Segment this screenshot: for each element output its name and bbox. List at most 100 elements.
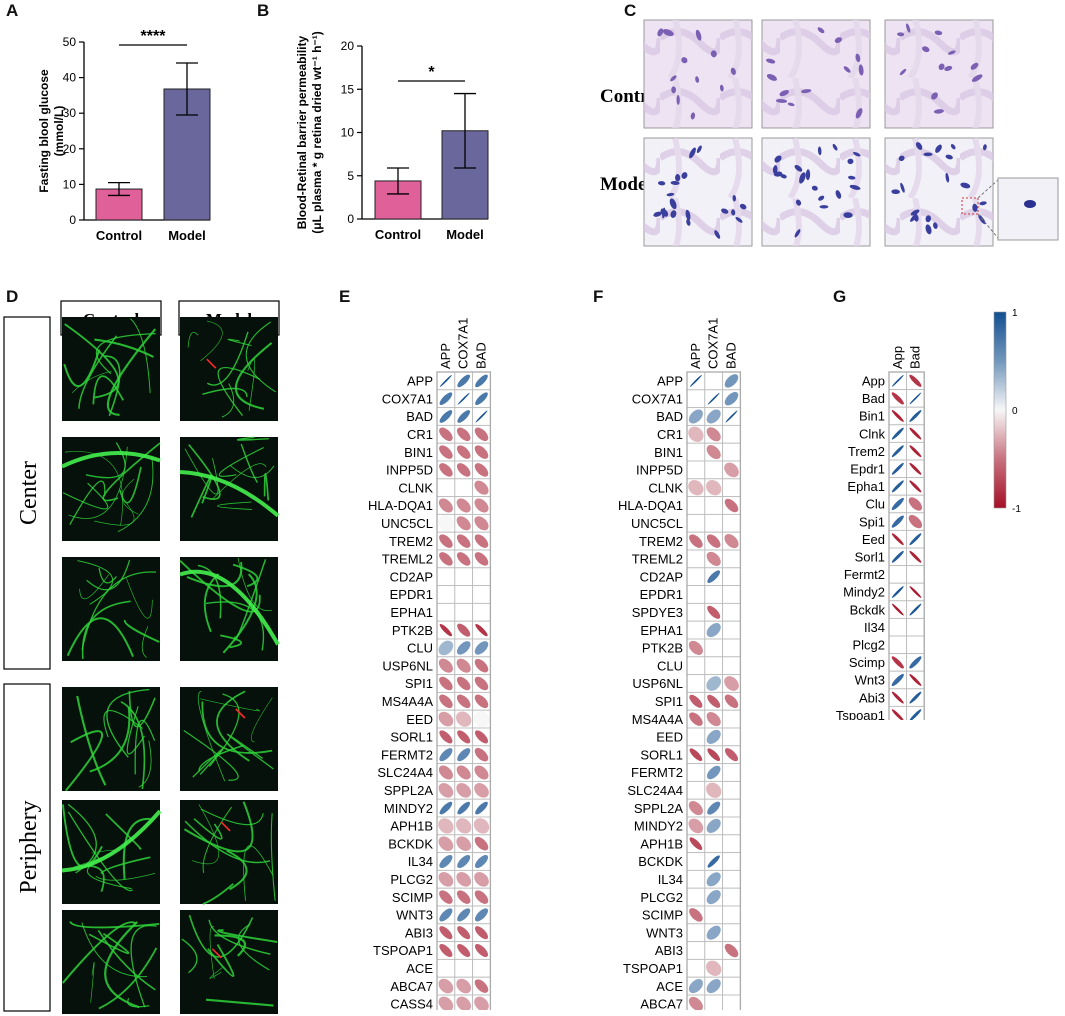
- bar-chart-glucose: 0 10 20 30 40 50 Control Model **** Fasting blool…: [37, 28, 211, 243]
- correlation-ellipse: [439, 854, 453, 869]
- correlation-ellipse: [474, 480, 489, 495]
- matrix-cell: [686, 958, 706, 978]
- y-tick-label: 30: [63, 106, 77, 120]
- matrix-cell: [722, 585, 741, 604]
- matrix-cell: [472, 958, 491, 978]
- capillary: [134, 719, 156, 775]
- capillary: [245, 321, 276, 393]
- cell-nucleus: [843, 66, 851, 73]
- capillary: [117, 457, 154, 533]
- correlation-ellipse: [689, 374, 702, 387]
- capillary: [183, 729, 239, 781]
- capillary: [198, 744, 244, 772]
- correlation-ellipse: [891, 462, 904, 475]
- correlation-ellipse: [438, 836, 454, 852]
- correlation-ellipse: [474, 765, 489, 780]
- row-label-clu: CLU: [657, 658, 683, 673]
- capillary: [212, 463, 267, 499]
- cell-nucleus: [900, 182, 905, 193]
- cell-nucleus: [714, 230, 721, 239]
- correlation-ellipse: [688, 996, 703, 1010]
- zoom-inset: [997, 177, 1059, 241]
- row-label-bin1: Bin1: [859, 409, 885, 424]
- cell-nucleus: [978, 214, 986, 225]
- correlation-ellipse: [457, 623, 471, 637]
- matrix-cell: [686, 674, 706, 693]
- panel-label-e: E: [339, 287, 351, 306]
- capillary: [69, 920, 160, 929]
- bar-chart-permeability: 0 5 10 15 20 Control Model * Blood-Retinal barri…: [295, 31, 489, 242]
- matrix-cell: [454, 585, 474, 604]
- cell-nucleus: [849, 184, 861, 190]
- cell-nucleus: [944, 65, 953, 71]
- matrix-cell: [704, 994, 724, 1010]
- matrix-cell: [722, 905, 741, 925]
- matrix-cell: [686, 923, 706, 943]
- correlation-ellipse: [474, 747, 489, 762]
- capillary: [238, 923, 270, 971]
- correlation-ellipse: [456, 534, 471, 548]
- matrix-cell: [686, 460, 706, 480]
- panel-label-c: C: [624, 1, 637, 20]
- row-label-mindy2: MINDY2: [384, 801, 433, 816]
- cell-nucleus: [898, 155, 905, 161]
- correlation-ellipse: [474, 658, 489, 673]
- capillary: [122, 817, 151, 880]
- capillary: [201, 701, 273, 754]
- correlation-ellipse: [909, 674, 922, 686]
- cell-nucleus: [811, 185, 818, 191]
- x-tick-label: Model: [168, 228, 206, 243]
- capillary: [77, 560, 113, 605]
- row-label-bckdk: BCKDK: [388, 836, 433, 851]
- row-label-usp6nl: USP6NL: [632, 676, 683, 691]
- cell-nucleus: [935, 144, 942, 153]
- matrix-cell: [722, 424, 741, 444]
- correlation-ellipse: [457, 374, 471, 388]
- correlation-ellipse: [438, 640, 454, 656]
- capillary: [130, 925, 157, 1008]
- y-tick-label: 20: [341, 39, 355, 53]
- capillary: [227, 338, 252, 347]
- y-tick-label: 40: [63, 71, 77, 85]
- matrix-cell: [906, 565, 925, 584]
- capillary: [95, 872, 156, 881]
- column-label-app: App: [890, 346, 905, 369]
- row-label-aph1b: APH1B: [390, 819, 433, 834]
- capillary: [61, 804, 103, 868]
- matrix-cell: [722, 994, 741, 1010]
- cell-nucleus: [766, 58, 776, 64]
- capillary: [208, 919, 271, 955]
- x-tick-label: Control: [96, 228, 142, 243]
- capillary: [236, 436, 269, 441]
- correlation-ellipse: [475, 410, 488, 423]
- capillary: [217, 366, 261, 416]
- cell-nucleus: [696, 145, 702, 154]
- correlation-ellipse: [474, 730, 489, 744]
- correlation-ellipse: [474, 463, 489, 477]
- row-label-cr1: CR1: [407, 427, 433, 442]
- correlation-ellipse: [439, 890, 453, 904]
- panel-label-d: D: [6, 287, 19, 306]
- zoom-region: [961, 197, 979, 215]
- capillary: [200, 320, 223, 362]
- correlation-ellipse: [457, 908, 471, 922]
- row-label-epdr1: Epdr1: [850, 461, 885, 476]
- capillary: [220, 634, 242, 649]
- column-label-bad: BAD: [724, 342, 739, 369]
- correlation-ellipse: [706, 534, 721, 548]
- correlation-ellipse: [439, 410, 453, 423]
- correlation-ellipse: [706, 551, 721, 566]
- correlation-ellipse: [439, 463, 453, 477]
- row-label-bckdk: Bckdk: [850, 602, 886, 617]
- column-label-app: APP: [438, 343, 453, 369]
- cell-nucleus: [681, 172, 688, 179]
- matrix-cell: [436, 958, 456, 978]
- matrix-cell: [436, 602, 456, 622]
- vessel-texture: [762, 138, 870, 246]
- row-label-abca7: ABCA7: [390, 979, 433, 994]
- row-label-ms4a4a: MS4A4A: [382, 694, 434, 709]
- x-tick-label: Model: [446, 227, 484, 242]
- y-tick-label: 5: [347, 169, 354, 183]
- correlation-ellipse: [706, 623, 721, 638]
- correlation-matrix-g: App BadAppBadBin1ClnkTrem2Epdr1Epha1CluSp…: [836, 308, 1021, 720]
